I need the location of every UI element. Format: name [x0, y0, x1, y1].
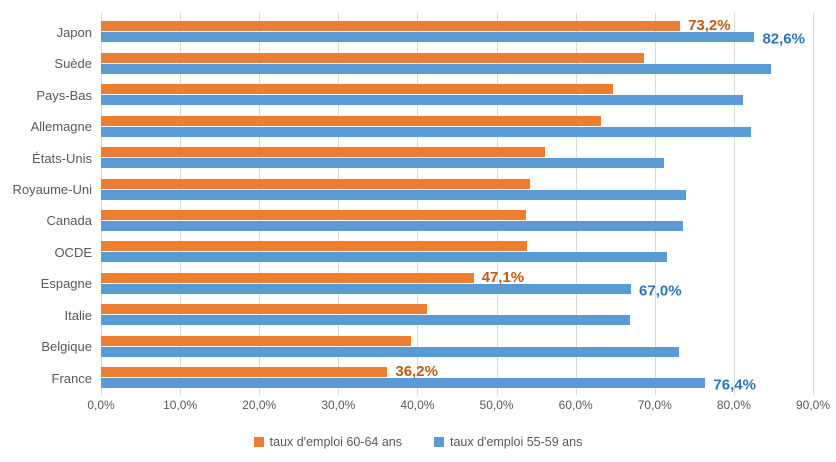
- category-row-italie: Italie: [65, 296, 813, 327]
- bar-60-64: 73,2%: [101, 17, 731, 34]
- legend-label-55-59: taux d'emploi 55-59 ans: [450, 435, 583, 449]
- category-label: Suède: [54, 56, 92, 72]
- category-label: Royaume-Uni: [12, 182, 92, 198]
- bar-55-59: 76,4%: [101, 377, 756, 394]
- category-row-ocde: OCDE: [54, 233, 813, 264]
- x-axis: 0,0% 10,0% 20,0% 30,0% 40,0% 50,0% 60,0% 70,0% 8…: [87, 398, 830, 414]
- gridline: [733, 13, 735, 395]
- legend-label-60-64: taux d'emploi 60-64 ans: [269, 435, 402, 449]
- bar-60-64: [101, 335, 412, 346]
- bar-55-59: [101, 189, 686, 200]
- x-tick-label: 70,0%: [637, 398, 672, 412]
- category-label: Belgique: [41, 339, 92, 355]
- bar-55-59: [101, 126, 752, 137]
- category-label: Canada: [46, 213, 92, 229]
- gridline: [496, 13, 498, 395]
- category-label: États-Unis: [32, 150, 92, 166]
- legend-item-55-59: taux d'emploi 55-59 ans: [434, 435, 582, 449]
- category-row-allemagne: Allemagne: [31, 107, 813, 138]
- legend-swatch-55-59-icon: [434, 437, 444, 447]
- bar-55-59: [101, 63, 772, 74]
- category-row-espagne: Espagne 47,1% 67,0%: [41, 264, 813, 300]
- value-label: 73,2%: [688, 17, 731, 35]
- legend: taux d'emploi 60-64 ans taux d'emploi 55…: [0, 433, 836, 451]
- category-label: Allemagne: [30, 119, 92, 135]
- category-row-japon: Japon 73,2% 82,6%: [57, 13, 813, 48]
- bar-55-59: [101, 158, 665, 169]
- gridline: [813, 13, 814, 395]
- bar-55-59: 67,0%: [101, 282, 682, 299]
- x-tick-label: 50,0%: [479, 398, 514, 412]
- category-row--tats-unis: États-Unis: [32, 139, 813, 170]
- bar-55-59: [101, 95, 743, 106]
- x-tick-label: 10,0%: [163, 398, 198, 412]
- bar-55-59: [101, 315, 631, 326]
- bar-60-64: [101, 52, 645, 63]
- legend-item-60-64: taux d'emploi 60-64 ans: [253, 435, 402, 449]
- bar-55-59: [101, 346, 680, 357]
- x-tick-label: 60,0%: [558, 398, 593, 412]
- bar-60-64: [101, 115, 601, 126]
- bar-60-64: [101, 209, 526, 220]
- gridline: [575, 13, 577, 395]
- bar-60-64: [101, 241, 527, 252]
- bar-60-64: [101, 147, 545, 158]
- bar-60-64: [101, 304, 427, 315]
- bar-55-59: [101, 252, 668, 263]
- gridline: [338, 13, 340, 395]
- plot-area: Japon 73,2% 82,6% Suède Pays-Bas Allemagne Éta…: [13, 13, 814, 395]
- gridline: [417, 13, 419, 395]
- category-row-royaume-uni: Royaume-Uni: [13, 170, 813, 201]
- value-label: 82,6%: [762, 30, 805, 48]
- value-label: 76,4%: [713, 376, 756, 394]
- category-row-belgique: Belgique: [41, 327, 813, 358]
- x-tick-label: 90,0%: [795, 398, 831, 412]
- bar-60-64: 47,1%: [101, 269, 524, 286]
- bar-60-64: [101, 178, 530, 189]
- category-row-su-de: Suède: [54, 44, 813, 75]
- category-label: Pays-Bas: [36, 87, 92, 103]
- category-label: OCDE: [54, 244, 92, 260]
- category-label: Japon: [56, 24, 92, 40]
- x-tick-label: 20,0%: [242, 398, 277, 412]
- x-tick-label: 80,0%: [716, 398, 751, 412]
- gridline: [180, 13, 182, 395]
- bar-55-59: 82,6%: [101, 31, 805, 48]
- x-tick-label: 0,0%: [87, 398, 115, 412]
- category-row-pays-bas: Pays-Bas: [36, 76, 813, 107]
- x-tick-label: 40,0%: [400, 398, 435, 412]
- category-label: Italie: [64, 307, 92, 323]
- gridline: [101, 13, 102, 395]
- value-label: 67,0%: [639, 282, 682, 300]
- category-row-france: France 36,2% 76,4%: [52, 359, 813, 394]
- gridline: [259, 13, 261, 395]
- value-label: 36,2%: [395, 362, 438, 380]
- gridline: [654, 13, 656, 395]
- category-label: France: [51, 370, 92, 386]
- category-label: Espagne: [40, 276, 92, 292]
- x-tick-label: 30,0%: [321, 398, 356, 412]
- bar-60-64: [101, 84, 613, 95]
- legend-swatch-60-64-icon: [253, 437, 264, 447]
- value-label: 47,1%: [481, 268, 525, 286]
- bar-60-64: 36,2%: [101, 363, 438, 380]
- category-row-canada: Canada: [46, 202, 813, 233]
- bar-55-59: [101, 220, 684, 231]
- chart-rows: Japon 73,2% 82,6% Suède Pays-Bas Allemagne Éta…: [13, 13, 813, 394]
